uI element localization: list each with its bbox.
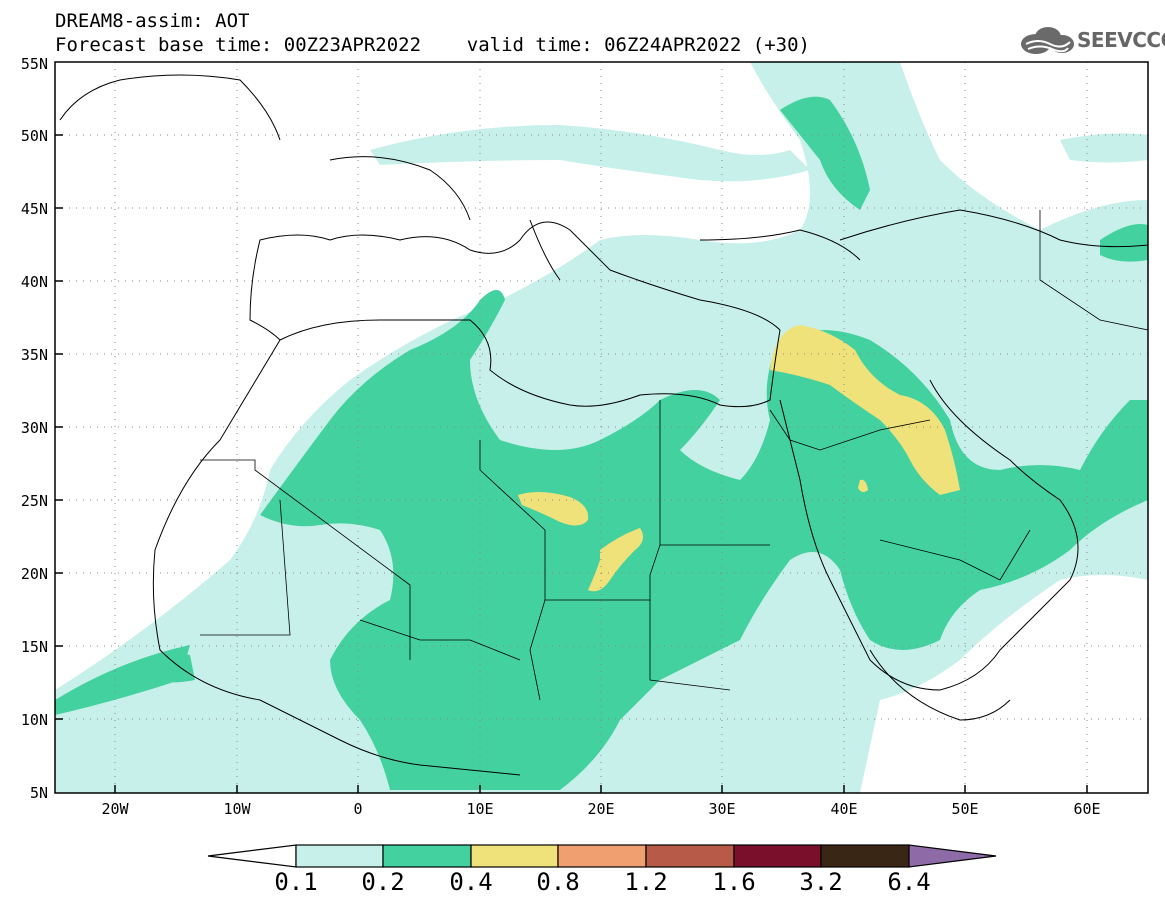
lat-label: 30N <box>20 419 48 437</box>
lon-label: 10W <box>223 800 251 818</box>
axis-ticks <box>55 134 1088 793</box>
lon-label: 50E <box>951 800 979 818</box>
lat-label: 10N <box>20 711 48 729</box>
lon-label: 30E <box>708 800 736 818</box>
graticule <box>55 62 1148 793</box>
title-times: Forecast base time: 00Z23APR2022 valid t… <box>55 34 810 56</box>
colorbar-label: 1.6 <box>712 868 756 896</box>
aot-level-04 <box>518 325 960 592</box>
seevccc-cloud-logo-icon <box>1021 27 1074 54</box>
coastlines <box>59 74 1148 776</box>
lat-label: 40N <box>20 273 48 291</box>
country-borders <box>200 210 1148 701</box>
lat-label: 55N <box>20 55 48 73</box>
lon-label: 20E <box>587 800 615 818</box>
lat-label: 5N <box>29 784 48 802</box>
lat-label: 25N <box>20 492 48 510</box>
lon-label: 0 <box>353 800 363 818</box>
lat-label: 50N <box>20 127 48 145</box>
colorbar-label: 0.2 <box>361 868 405 896</box>
lon-label: 40E <box>830 800 858 818</box>
colorbar-label: 0.1 <box>274 868 318 896</box>
title-variable: DREAM8-assim: AOT <box>55 10 250 32</box>
lon-label: 20W <box>101 800 129 818</box>
lat-label: 45N <box>20 200 48 218</box>
colorbar-label: 3.2 <box>799 868 843 896</box>
colorbar-label: 6.4 <box>887 868 931 896</box>
lon-label: 60E <box>1073 800 1101 818</box>
lon-label: 10E <box>466 800 494 818</box>
colorbar-label: 1.2 <box>624 868 668 896</box>
colorbar-label: 0.8 <box>536 868 580 896</box>
lat-label: 20N <box>20 565 48 583</box>
logo-text: SEEVCCC <box>1077 28 1165 52</box>
colorbar-label: 0.4 <box>449 868 493 896</box>
lat-label: 15N <box>20 638 48 656</box>
lat-label: 35N <box>20 346 48 364</box>
